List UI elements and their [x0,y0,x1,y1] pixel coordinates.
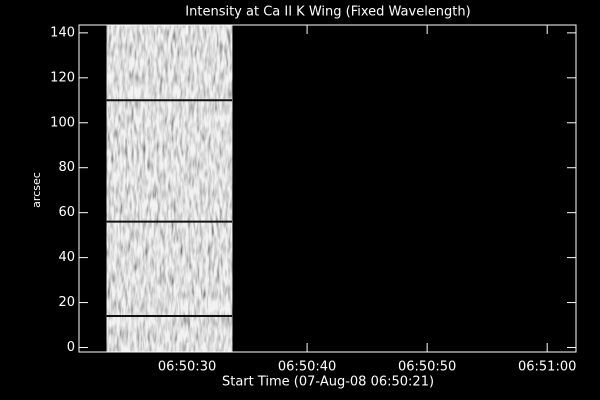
y-tick-label: 60 [58,205,75,220]
y-tick-label: 80 [58,160,75,175]
image-texture [106,25,233,352]
y-tick-label: 120 [50,70,75,85]
y-axis-label: arcsec [30,172,43,208]
y-tick-label: 140 [50,25,75,40]
x-tick-label: 06:50:50 [398,360,456,375]
y-tick-label: 100 [50,115,75,130]
y-tick-label: 20 [58,295,75,310]
y-tick-label: 0 [67,340,75,355]
plot-frame [78,24,577,353]
x-tick-label: 06:50:40 [278,360,336,375]
y-tick-label: 40 [58,250,75,265]
x-tick-label: 06:51:00 [518,360,576,375]
x-axis-label: Start Time (07-Aug-08 06:50:21) [222,375,434,390]
x-tick-label: 06:50:30 [158,360,216,375]
chart-title: Intensity at Ca II K Wing (Fixed Wavelen… [185,5,470,20]
